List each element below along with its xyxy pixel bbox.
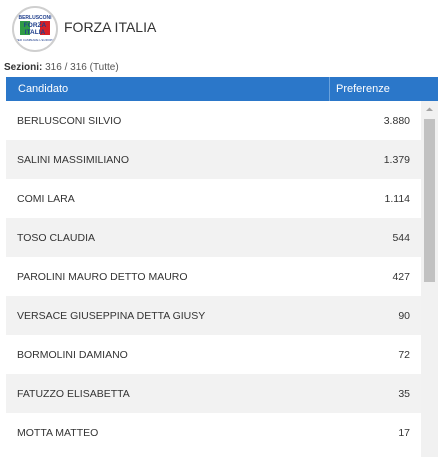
logo-top-text: BERLUSCONI [18,15,52,21]
chevron-up-icon[interactable] [421,101,438,118]
candidate-name: COMI LARA [17,193,75,205]
table-row[interactable]: PAROLINI MAURO DETTO MAURO 427 [6,257,421,296]
logo-graphic: BERLUSCONI FORZA ITALIA PER CAMBIARE L'E… [14,8,56,50]
vertical-scrollbar[interactable] [421,101,438,457]
candidate-votes: 72 [398,349,410,361]
candidate-votes: 17 [398,427,410,439]
candidate-name: FATUZZO ELISABETTA [17,388,130,400]
logo-main-1: FORZA [24,22,47,29]
table-row[interactable]: MOTTA MATTEO 17 [6,413,421,452]
table-row[interactable]: FATUZZO ELISABETTA 35 [6,374,421,413]
logo-main-2: ITALIA [25,29,46,36]
candidate-name: TOSO CLAUDIA [17,232,95,244]
column-header-votes[interactable]: Preferenze [336,83,390,95]
party-header: BERLUSCONI FORZA ITALIA PER CAMBIARE L'E… [0,0,443,60]
party-name: FORZA ITALIA [64,19,157,35]
table-row[interactable]: VERSACE GIUSEPPINA DETTA GIUSY 90 [6,296,421,335]
candidate-name: MOTTA MATTEO [17,427,99,439]
logo-bottom-text: PER CAMBIARE L'EUROPA [16,38,54,42]
table-row[interactable]: TOSO CLAUDIA 544 [6,218,421,257]
sezioni-info: Sezioni: 316 / 316 (Tutte) [4,62,119,73]
candidate-name: VERSACE GIUSEPPINA DETTA GIUSY [17,310,206,322]
candidate-name: BERLUSCONI SILVIO [17,115,122,127]
candidate-votes: 1.114 [384,193,411,205]
column-divider [329,77,330,101]
candidate-votes: 544 [392,232,410,244]
results-table-body[interactable]: BERLUSCONI SILVIO 3.880 SALINI MASSIMILI… [6,101,421,457]
table-row[interactable]: BORMOLINI DAMIANO 72 [6,335,421,374]
column-header-candidate[interactable]: Candidato [18,83,69,95]
candidate-votes: 3.880 [383,115,410,127]
sezioni-value: 316 / 316 (Tutte) [45,62,119,73]
candidate-name: BORMOLINI DAMIANO [17,349,128,361]
candidate-votes: 35 [398,388,410,400]
scrollbar-thumb[interactable] [424,119,435,282]
results-table-header: Candidato Preferenze [6,77,438,101]
table-row[interactable]: BERLUSCONI SILVIO 3.880 [6,101,421,140]
table-row[interactable]: COMI LARA 1.114 [6,179,421,218]
table-row[interactable]: SALINI MASSIMILIANO 1.379 [6,140,421,179]
sezioni-label: Sezioni: [4,62,43,73]
candidate-votes: 1.379 [383,154,410,166]
candidate-votes: 90 [398,310,410,322]
candidate-name: SALINI MASSIMILIANO [17,154,130,166]
candidate-votes: 427 [392,271,410,283]
forza-italia-logo: BERLUSCONI FORZA ITALIA PER CAMBIARE L'E… [12,6,58,52]
candidate-name: PAROLINI MAURO DETTO MAURO [17,271,188,283]
